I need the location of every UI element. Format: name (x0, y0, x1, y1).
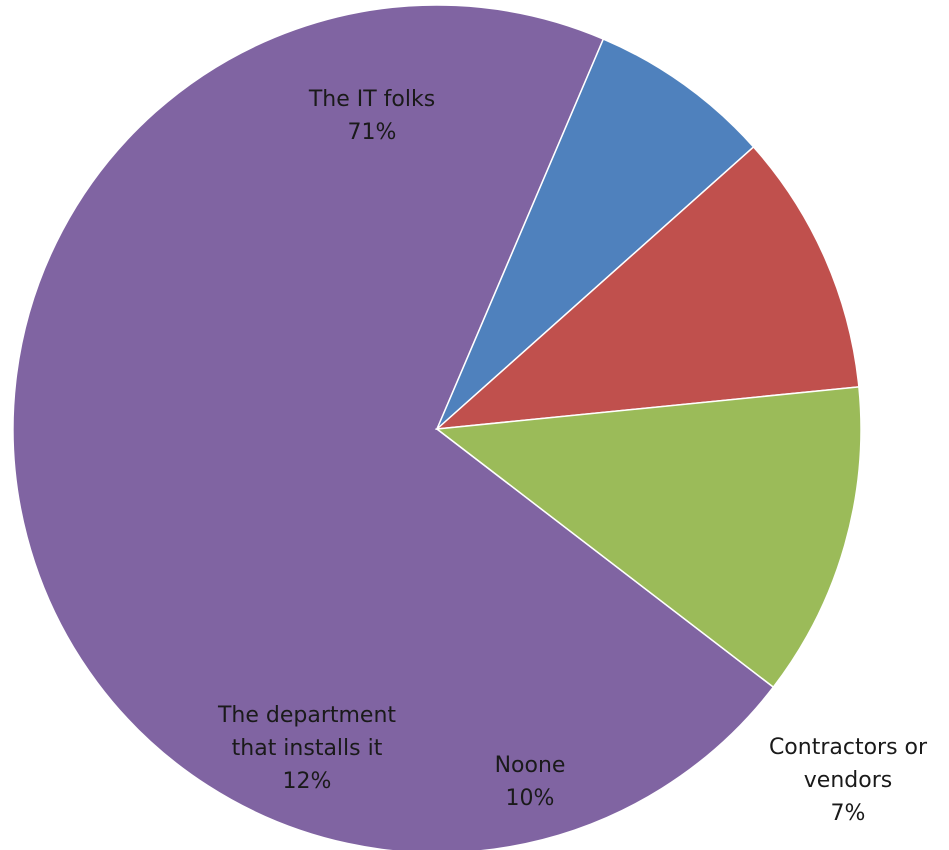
slice-label-1-line-0: Contractors or (769, 735, 928, 760)
pie-slice-0 (12, 4, 775, 850)
slice-label-1-line-1: vendors (804, 768, 892, 793)
slice-value-label-2: 10% (506, 786, 555, 811)
slice-label-3-line-1: that installs it (232, 736, 383, 761)
pie-slice-2 (434, 145, 860, 430)
slice-value-label-1: 7% (831, 801, 866, 826)
pie-slice-3 (435, 386, 862, 689)
pie-labels: The IT folks 71% Contractors or vendors 7% No… (217, 87, 928, 826)
slice-value-label-0: 71% (348, 120, 397, 145)
pie-slice-1 (436, 38, 755, 430)
slice-label-3-line-0: The department (217, 703, 396, 728)
pie-slices (12, 4, 862, 850)
slice-value-label-3: 12% (283, 769, 332, 794)
slice-label-0-line-0: The IT folks (308, 87, 435, 112)
slice-label-2-line-0: Noone (495, 753, 566, 778)
